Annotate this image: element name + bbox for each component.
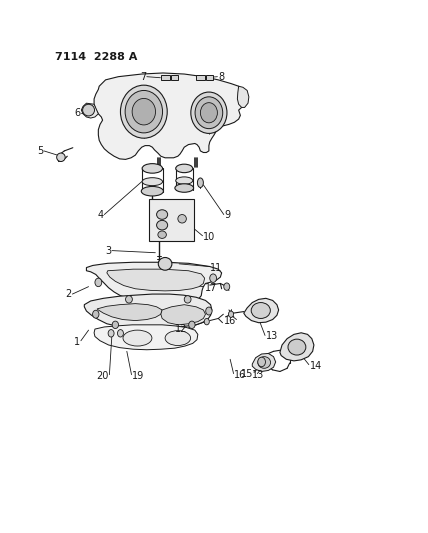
Text: 4: 4 — [97, 209, 104, 220]
Ellipse shape — [125, 91, 163, 133]
Ellipse shape — [175, 184, 193, 192]
Text: 8: 8 — [218, 71, 224, 82]
Ellipse shape — [251, 303, 270, 318]
Ellipse shape — [158, 231, 166, 238]
Text: 5: 5 — [37, 146, 43, 156]
Ellipse shape — [123, 330, 152, 346]
Text: 16: 16 — [224, 316, 236, 326]
Ellipse shape — [112, 321, 119, 328]
Polygon shape — [94, 73, 246, 159]
Polygon shape — [81, 103, 98, 118]
Ellipse shape — [288, 339, 306, 355]
Bar — [172, 75, 178, 80]
Ellipse shape — [125, 296, 132, 303]
Ellipse shape — [165, 330, 190, 345]
Polygon shape — [94, 325, 198, 350]
Ellipse shape — [229, 311, 234, 317]
Ellipse shape — [83, 104, 95, 116]
Polygon shape — [244, 298, 279, 322]
Ellipse shape — [200, 103, 217, 123]
Polygon shape — [238, 86, 249, 108]
Bar — [196, 75, 205, 80]
Text: 19: 19 — [132, 372, 145, 381]
Ellipse shape — [195, 97, 223, 128]
Ellipse shape — [92, 310, 99, 318]
Text: 14: 14 — [310, 361, 322, 371]
Text: 1: 1 — [74, 337, 80, 347]
Ellipse shape — [224, 283, 230, 290]
Polygon shape — [280, 333, 314, 361]
Polygon shape — [252, 353, 276, 372]
Ellipse shape — [142, 164, 163, 173]
Ellipse shape — [197, 178, 203, 188]
Text: 7114  2288 A: 7114 2288 A — [54, 52, 137, 62]
Polygon shape — [97, 304, 162, 320]
Polygon shape — [107, 269, 205, 291]
Text: 2: 2 — [65, 289, 71, 299]
Text: 17: 17 — [205, 282, 217, 293]
Ellipse shape — [117, 329, 123, 337]
Bar — [149, 199, 194, 241]
Ellipse shape — [258, 357, 265, 367]
Ellipse shape — [157, 220, 168, 230]
Text: 6: 6 — [74, 108, 80, 118]
Ellipse shape — [178, 215, 186, 223]
Bar — [206, 75, 213, 80]
Ellipse shape — [189, 321, 195, 328]
Ellipse shape — [191, 92, 227, 133]
Ellipse shape — [206, 307, 212, 315]
Bar — [161, 75, 170, 80]
Ellipse shape — [158, 257, 172, 270]
Text: 13: 13 — [266, 332, 278, 342]
Ellipse shape — [258, 357, 270, 368]
Text: 10: 10 — [203, 232, 216, 243]
Text: 3: 3 — [105, 246, 111, 256]
Ellipse shape — [108, 329, 114, 337]
Ellipse shape — [184, 296, 191, 303]
Text: 7: 7 — [140, 71, 146, 82]
Ellipse shape — [132, 99, 155, 125]
Ellipse shape — [157, 210, 168, 219]
Text: 12: 12 — [175, 324, 187, 334]
Ellipse shape — [56, 153, 65, 161]
Ellipse shape — [120, 85, 167, 138]
Text: 11: 11 — [210, 263, 222, 272]
Text: 13: 13 — [252, 370, 265, 379]
Polygon shape — [84, 294, 212, 328]
Ellipse shape — [141, 187, 163, 196]
Ellipse shape — [176, 177, 193, 184]
Polygon shape — [86, 262, 222, 303]
Text: 16: 16 — [235, 370, 247, 379]
Ellipse shape — [210, 274, 217, 282]
Ellipse shape — [176, 164, 193, 173]
Text: 9: 9 — [225, 209, 231, 220]
Polygon shape — [161, 305, 205, 325]
Ellipse shape — [95, 278, 102, 287]
Ellipse shape — [142, 177, 163, 185]
Text: 20: 20 — [96, 372, 109, 381]
Text: 15: 15 — [241, 369, 253, 378]
Ellipse shape — [204, 318, 209, 325]
